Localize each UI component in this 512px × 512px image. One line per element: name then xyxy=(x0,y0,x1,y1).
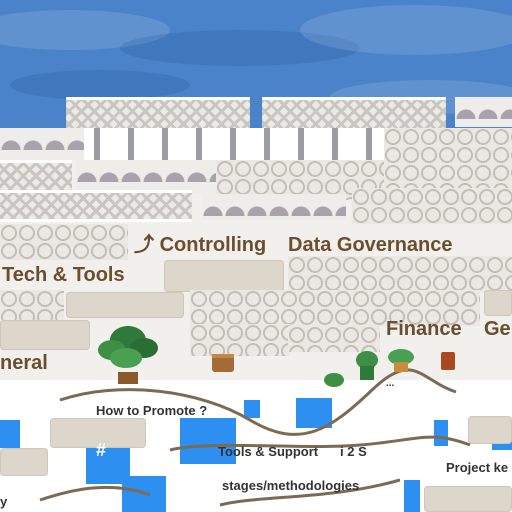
room-label-controlling: ⤴ Controlling xyxy=(134,228,266,257)
path-line xyxy=(219,478,401,507)
room-label-fragment: i 2 S xyxy=(340,444,367,459)
plant-icon[interactable] xyxy=(322,372,346,388)
beige-rug xyxy=(468,416,512,444)
patterned-rug xyxy=(202,194,346,220)
basket-icon[interactable] xyxy=(210,350,236,374)
circle-floor xyxy=(190,324,290,356)
room-label-tools-support: Tools & Support xyxy=(218,444,319,459)
beige-rug xyxy=(164,260,284,292)
blue-tile xyxy=(296,398,332,428)
beige-rug xyxy=(50,418,146,448)
room-label-stages: stages/methodologies xyxy=(222,478,360,493)
tile-badge: # xyxy=(96,440,107,460)
circle-floor xyxy=(288,326,380,352)
beige-rug xyxy=(424,486,512,512)
patterned-rug xyxy=(455,97,512,127)
room-label-data-governance: Data Governance xyxy=(288,234,453,256)
room-label-finance-cut: Ge xyxy=(484,318,511,340)
beige-rug xyxy=(484,290,512,316)
beige-rug xyxy=(66,292,184,318)
circle-floor xyxy=(288,256,512,292)
beige-rug xyxy=(0,320,90,350)
blue-tile xyxy=(0,420,20,448)
circle-floor xyxy=(0,290,64,320)
arrow-icon: ⤴ xyxy=(134,234,160,256)
circle-floor xyxy=(216,160,384,200)
circle-floor xyxy=(384,128,512,188)
plant-icon[interactable] xyxy=(96,320,160,386)
room-label-general: neral xyxy=(0,352,48,374)
room-label-cut-y: y xyxy=(0,494,8,509)
blue-tile xyxy=(244,400,260,418)
patterned-rug xyxy=(76,160,216,194)
room-label-tech-tools: Tech & Tools xyxy=(2,264,125,286)
path-line xyxy=(169,435,471,452)
patterned-rug xyxy=(0,128,84,160)
circle-floor xyxy=(0,224,128,260)
room-label-finance: Finance xyxy=(386,318,462,340)
room-label-small-fragment: ... xyxy=(386,378,395,389)
beige-rug xyxy=(0,448,48,476)
path-line xyxy=(39,485,151,502)
chevron-rug xyxy=(0,160,72,196)
circle-floor xyxy=(352,188,512,224)
chevron-rug xyxy=(0,190,192,222)
room-label-project: Project ke xyxy=(446,460,509,475)
blue-tile xyxy=(180,418,236,464)
pot-icon[interactable] xyxy=(438,348,458,372)
room-label-text: Controlling xyxy=(159,234,267,256)
room-label-how-to-promote: How to Promote ? xyxy=(96,403,208,418)
plant-icon[interactable] xyxy=(386,348,416,374)
pillar-wall xyxy=(84,128,384,160)
blue-tile xyxy=(404,480,420,512)
circle-floor xyxy=(190,290,480,326)
plant-icon[interactable] xyxy=(354,350,380,382)
path-line xyxy=(59,368,457,436)
